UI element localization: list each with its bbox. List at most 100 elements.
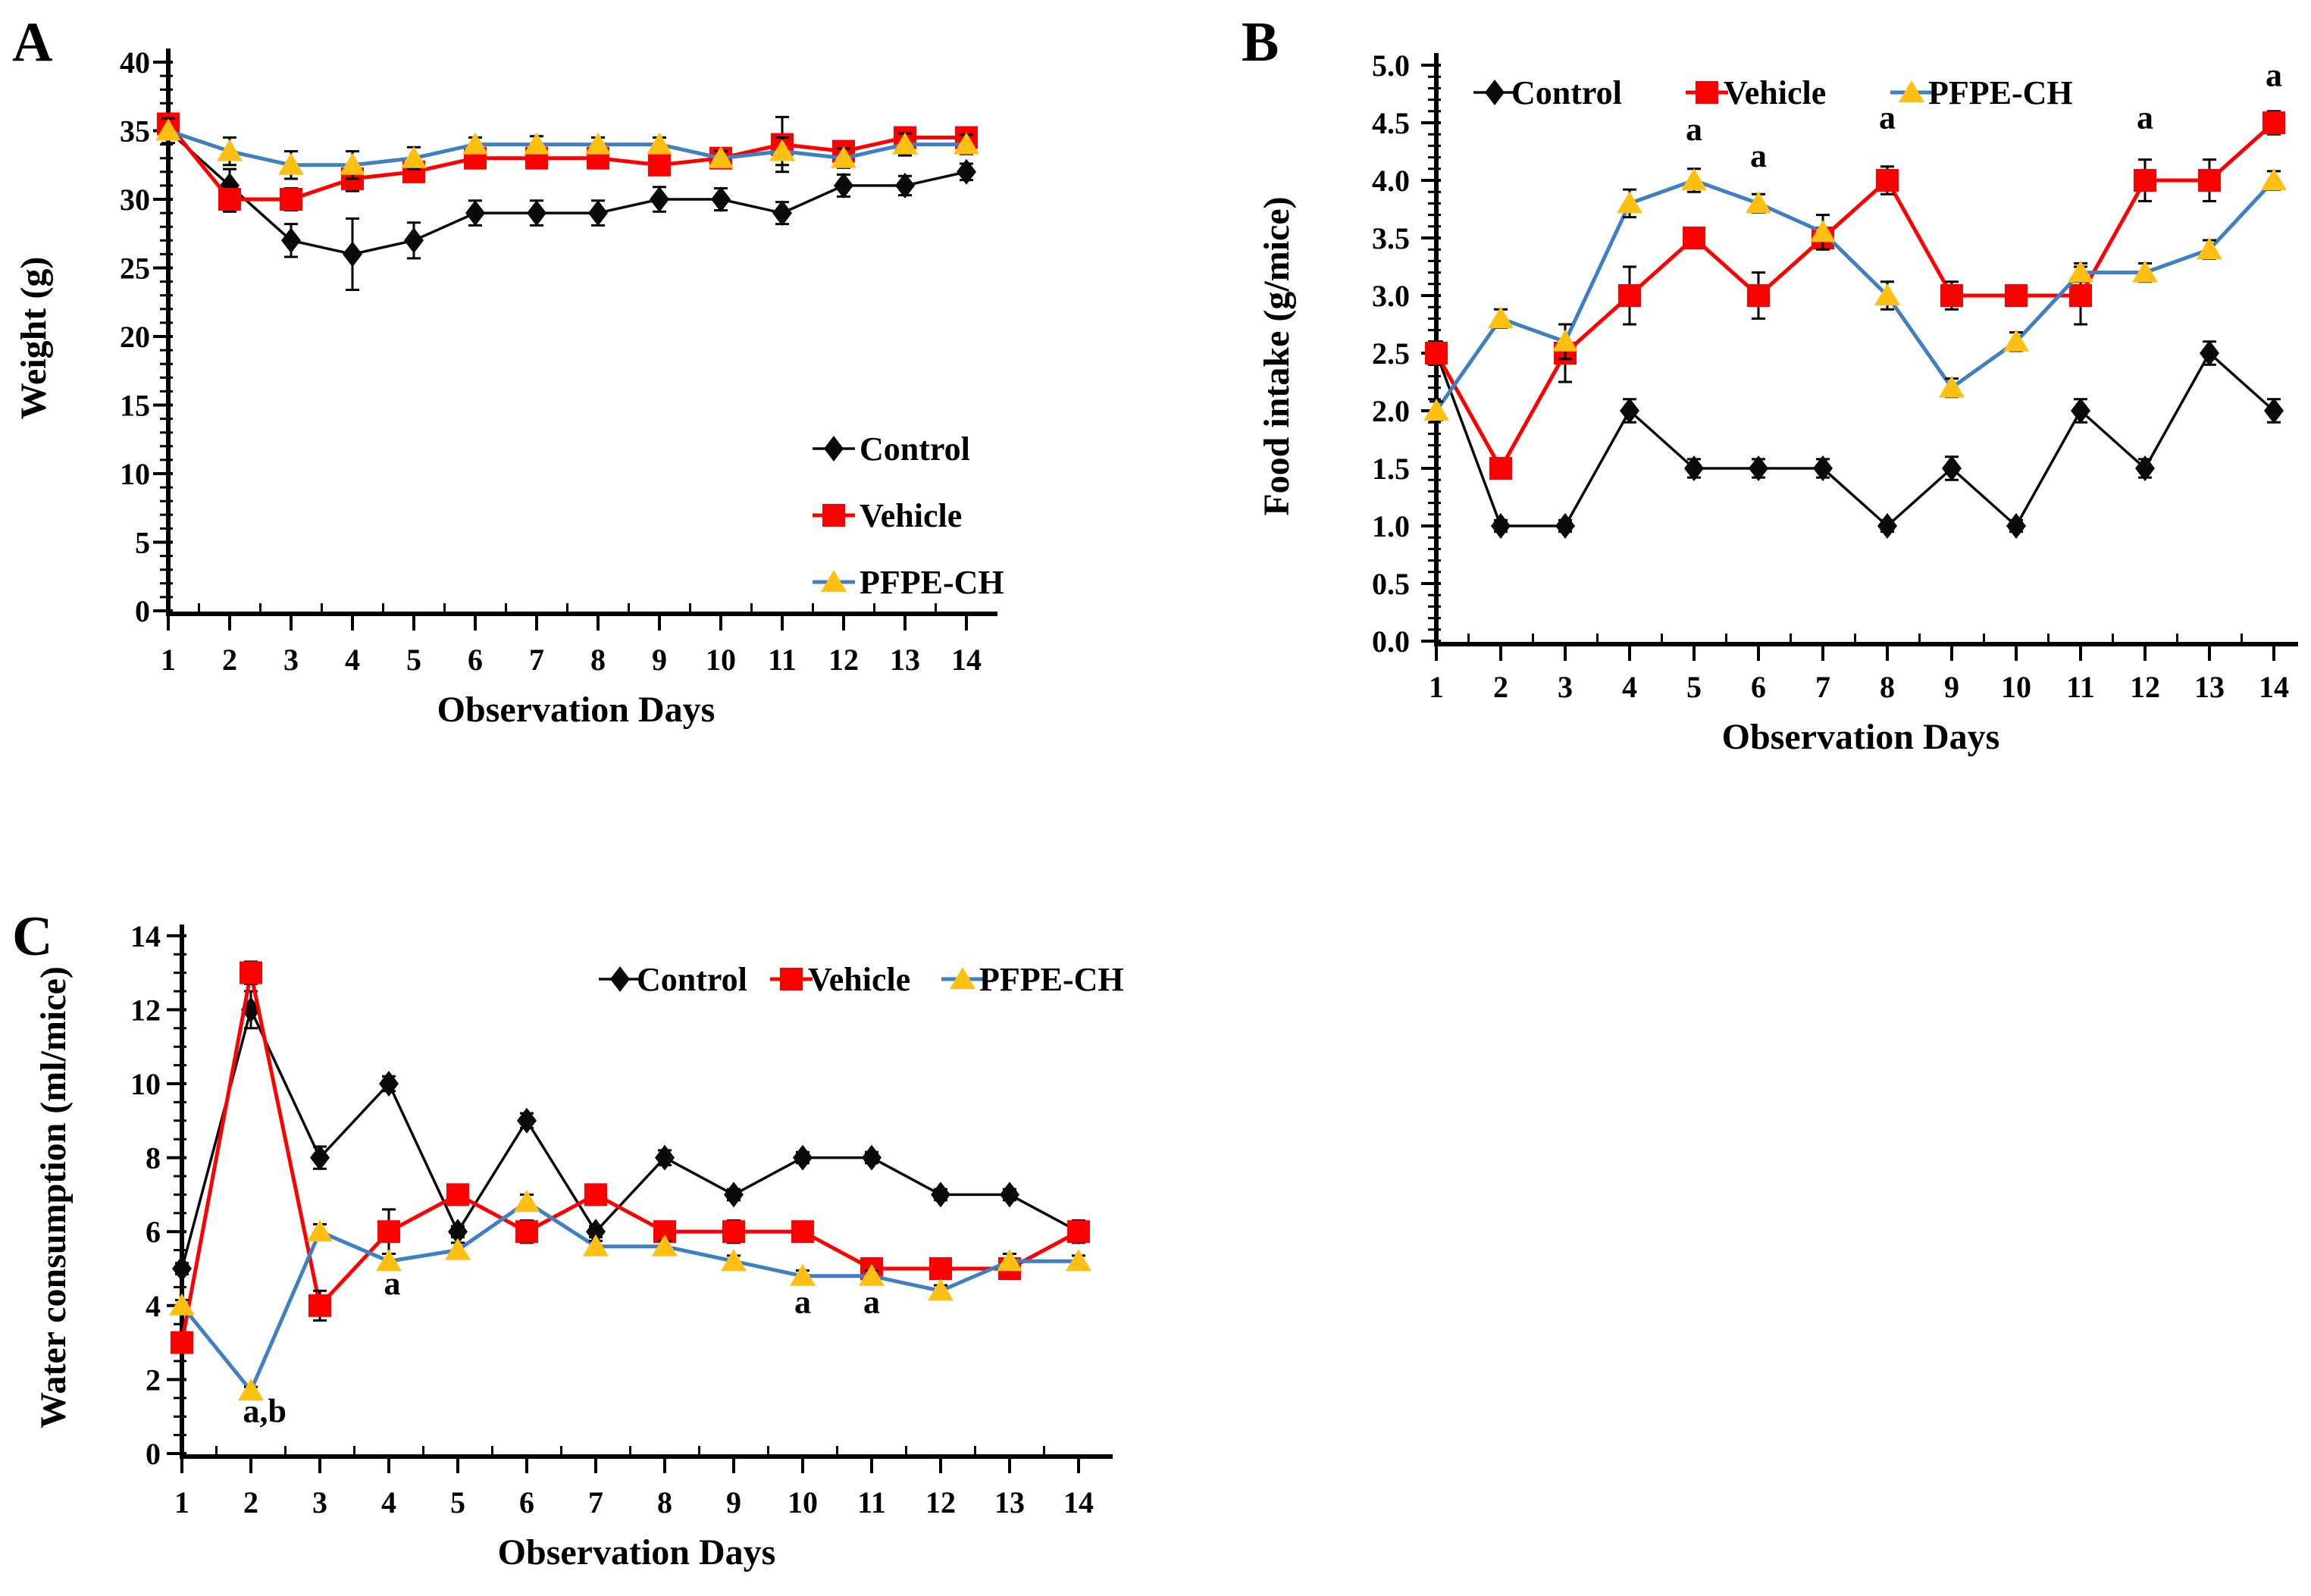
data-point-control-day9	[724, 1181, 744, 1208]
data-point-pfpe-ch-day10	[2003, 329, 2029, 352]
data-point-control-day12	[931, 1181, 950, 1208]
xtick-label: 3	[283, 643, 299, 677]
ytick-label: 2.5	[1372, 336, 1410, 371]
xtick-label: 6	[519, 1485, 534, 1519]
significance-label: a	[1686, 111, 1702, 148]
xtick-label: 13	[994, 1485, 1025, 1519]
xtick-label: 1	[174, 1485, 189, 1519]
y-axis-title: Water consumption (ml/mice)	[33, 966, 74, 1429]
ytick-label: 2.0	[1372, 394, 1410, 428]
data-point-pfpe-ch-day5	[445, 1238, 471, 1260]
data-point-pfpe-ch-day5	[401, 146, 427, 168]
data-point-pfpe-ch-day3	[278, 152, 304, 175]
data-point-pfpe-ch-day8	[1874, 283, 1900, 305]
data-point-control-day6	[465, 200, 485, 227]
ytick-label: 0	[146, 1437, 161, 1471]
data-point-pfpe-ch-day1	[169, 1293, 195, 1316]
data-point-vehicle-day3	[308, 1294, 331, 1317]
xtick-label: 11	[2066, 670, 2095, 704]
data-point-vehicle-day11	[2069, 284, 2092, 307]
data-point-pfpe-ch-day1	[155, 118, 181, 141]
data-point-pfpe-ch-day11	[859, 1263, 885, 1286]
legend-marker-pfpe-ch	[821, 570, 847, 592]
ytick-label: 10	[130, 1067, 161, 1101]
panel-B-series-control	[1426, 340, 2284, 539]
legend-label-pfpe-ch: PFPE-CH	[1928, 74, 2073, 111]
significance-label: a	[794, 1284, 811, 1321]
data-point-control-day8	[588, 200, 608, 227]
xtick-label: 5	[406, 643, 421, 677]
panel-C-legend: Control Vehicle PFPE-CH	[599, 961, 1124, 998]
data-point-pfpe-ch-day8	[585, 132, 611, 155]
series-line	[180, 1200, 1079, 1393]
legend-label-vehicle: Vehicle	[860, 497, 962, 534]
data-point-control-day5	[404, 227, 424, 254]
data-point-pfpe-ch-day4	[340, 152, 365, 175]
xtick-label: 14	[2259, 670, 2289, 704]
data-point-vehicle-day10	[791, 1220, 814, 1244]
xtick-label: 8	[1880, 670, 1895, 704]
xtick-label: 9	[1944, 670, 1959, 704]
xtick-label: 9	[652, 643, 667, 677]
ytick-label: 1.5	[1372, 452, 1410, 486]
data-point-pfpe-ch-day8	[652, 1234, 678, 1256]
x-axis-title: Observation Days	[1722, 717, 2000, 757]
panel-B: B0.00.51.01.52.02.53.03.54.04.55.01 2 3 4 5 6…	[1242, 11, 2298, 757]
data-point-vehicle-day5	[446, 1183, 469, 1206]
data-point-vehicle-day9	[1940, 284, 1963, 307]
data-point-pfpe-ch-day3	[307, 1219, 333, 1242]
xtick-label: 13	[890, 643, 920, 677]
data-point-pfpe-ch-day7	[524, 132, 550, 155]
panel-letter-A: A	[12, 11, 52, 74]
data-point-control-day10	[793, 1144, 813, 1171]
ytick-label: 6	[146, 1215, 161, 1249]
data-point-control-day7	[1813, 455, 1833, 481]
data-point-vehicle-day13	[2198, 169, 2221, 192]
legend-marker-vehicle	[1696, 81, 1718, 104]
data-point-pfpe-ch-day4	[1617, 191, 1642, 214]
xtick-label: 14	[1063, 1485, 1094, 1519]
significance-label: a	[1879, 99, 1896, 136]
data-point-control-day9	[1942, 455, 1962, 481]
xtick-label: 13	[2194, 670, 2225, 704]
xtick-label: 11	[857, 1485, 886, 1519]
data-point-vehicle-day9	[722, 1220, 745, 1244]
ytick-label: 35	[120, 114, 150, 149]
ytick-label: 4	[146, 1289, 161, 1323]
data-point-pfpe-ch-day12	[2132, 260, 2158, 283]
legend-label-vehicle: Vehicle	[1724, 74, 1826, 111]
data-point-control-day13	[2200, 340, 2219, 366]
data-point-vehicle-day2	[240, 961, 262, 984]
data-point-vehicle-day2	[218, 188, 241, 211]
xtick-label: 6	[468, 643, 483, 677]
data-point-pfpe-ch-day7	[583, 1234, 609, 1256]
data-point-control-day11	[2071, 398, 2090, 424]
panel-C-series-pfpe-ch	[169, 1190, 1091, 1401]
series-line	[1434, 178, 2275, 412]
xtick-label: 4	[381, 1485, 396, 1519]
legend-label-vehicle: Vehicle	[808, 961, 910, 998]
data-point-vehicle-day6	[1747, 284, 1770, 307]
ytick-label: 20	[120, 320, 150, 354]
data-point-control-day12	[2135, 455, 2155, 481]
series-line	[168, 129, 966, 167]
ytick-label: 0	[135, 594, 150, 628]
xtick-label: 11	[768, 643, 797, 677]
data-point-pfpe-ch-day4	[376, 1249, 402, 1272]
data-point-pfpe-ch-day14	[2261, 168, 2287, 190]
data-point-pfpe-ch-day2	[238, 1379, 264, 1401]
significance-label: a	[384, 1265, 401, 1302]
legend-marker-pfpe-ch	[950, 967, 975, 989]
panel-B-ticks	[1421, 64, 2275, 661]
ytick-label: 8	[146, 1141, 161, 1175]
data-point-vehicle-day5	[1683, 227, 1705, 249]
legend-marker-control	[824, 436, 844, 462]
data-point-control-day8	[655, 1144, 675, 1171]
xtick-label: 4	[345, 643, 360, 677]
x-axis-title: Observation Days	[437, 690, 716, 730]
ytick-label: 0.5	[1372, 567, 1410, 601]
xtick-label: 1	[161, 643, 176, 677]
data-point-pfpe-ch-day7	[1810, 220, 1836, 243]
